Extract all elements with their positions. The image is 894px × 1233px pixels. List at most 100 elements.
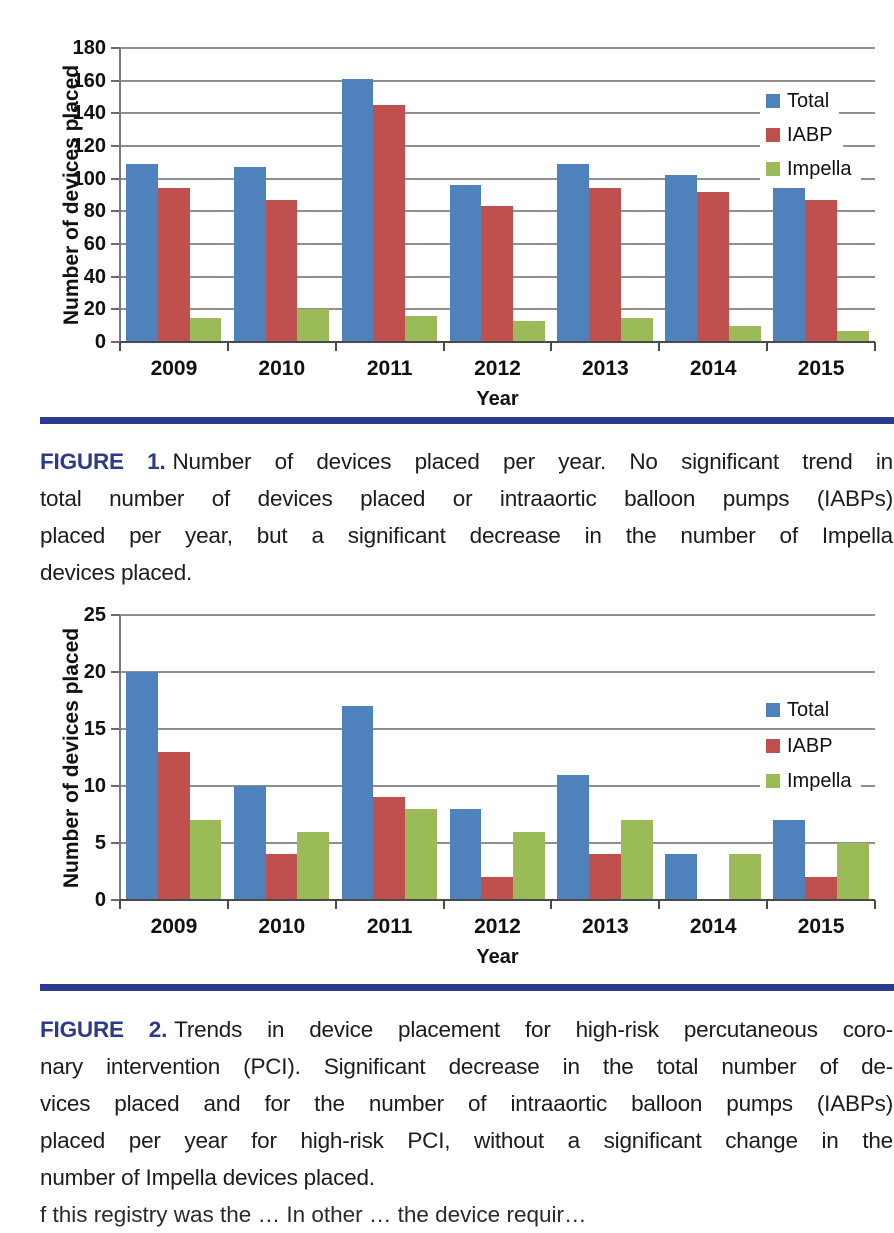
gridline-180	[120, 47, 875, 49]
gridline-15	[120, 728, 875, 730]
caption-line: nary intervention (PCI). Significant dec…	[40, 1054, 893, 1079]
y-axis-tick	[111, 243, 120, 245]
legend-swatch-iabp	[766, 128, 780, 142]
bar-iabp-2012	[481, 206, 514, 342]
y-axis-tick	[111, 671, 120, 673]
bar-total-2011	[341, 706, 374, 900]
y-tick-label: 15	[83, 718, 106, 740]
legend-label-iabp: IABP	[787, 123, 833, 146]
bar-total-2013	[557, 774, 590, 900]
x-axis-tick	[550, 900, 553, 909]
y-axis-tick	[111, 145, 120, 147]
y-tick-label: 0	[94, 889, 106, 911]
bar-impella-2015	[836, 843, 869, 900]
bar-total-2010	[233, 167, 266, 342]
bar-total-2009	[125, 672, 158, 900]
bar-iabp-2010	[265, 854, 298, 900]
y-tick-label: 180	[72, 37, 106, 59]
y-tick-label: 10	[83, 775, 106, 797]
caption-line: total number of devices placed or intraa…	[40, 486, 893, 511]
gridline-140	[120, 112, 875, 115]
bar-iabp-2014	[697, 191, 729, 342]
legend-label-impella: Impella	[787, 769, 852, 792]
bar-impella-2013	[620, 820, 653, 900]
x-tick-label-2009: 2009	[150, 357, 198, 380]
y-tick-label: 25	[83, 604, 106, 626]
y-tick-label: 40	[83, 265, 106, 288]
caption-line: placed per year, but a significant decre…	[40, 523, 893, 548]
y-tick-label: 20	[83, 661, 106, 683]
x-tick-label-2009: 2009	[150, 915, 198, 938]
legend-item-iabp: IABP	[760, 732, 843, 760]
x-tick-label-2010: 2010	[258, 915, 306, 938]
y-axis-tick	[111, 210, 120, 213]
legend-swatch-iabp	[766, 739, 780, 753]
y-tick-label: 100	[72, 167, 106, 190]
bar-iabp-2011	[373, 105, 406, 342]
gridline-120	[120, 145, 875, 147]
y-axis-tick	[111, 112, 120, 115]
x-axis-tick	[226, 900, 229, 909]
bar-total-2012	[449, 808, 482, 900]
legend-label-impella: Impella	[787, 157, 852, 180]
y-tick-label: 60	[83, 233, 106, 255]
bar-total-2014	[665, 175, 698, 342]
x-axis-tick	[226, 342, 229, 351]
legend-item-impella: Impella	[760, 767, 862, 795]
x-tick-label-2010: 2010	[258, 357, 306, 380]
y-tick-label: 140	[72, 102, 106, 125]
legend-label-total: Total	[787, 698, 830, 721]
gridline-20	[120, 671, 875, 673]
x-tick-label-2012: 2012	[474, 915, 521, 938]
legend-swatch-impella	[766, 162, 780, 176]
caption-line: number of Impella devices placed.	[40, 1165, 375, 1190]
x-axis-tick	[119, 342, 121, 351]
bar-iabp-2015	[804, 877, 837, 900]
x-tick-label-2015: 2015	[797, 357, 845, 380]
bar-impella-2012	[513, 320, 545, 342]
x-axis-tick	[334, 900, 337, 909]
bar-impella-2011	[405, 808, 438, 900]
gridline-5	[120, 842, 875, 844]
caption-line: devices placed.	[40, 560, 193, 585]
y-axis-tick	[111, 177, 120, 180]
bar-impella-2010	[297, 309, 330, 342]
legend-label-total: Total	[787, 89, 830, 112]
legend-swatch-impella	[766, 774, 780, 788]
devices-placed-per-year-chart: 0 20 40 60 80 100 120 140 160 180 2009 2010 2011 2012…	[0, 0, 894, 410]
y-tick-label: 120	[72, 135, 106, 157]
clipped-body-text: f this registry was the … In other … the…	[40, 1202, 587, 1227]
y-tick-label: 160	[72, 69, 106, 92]
y-tick-label: 0	[94, 331, 106, 353]
legend-item-total: Total	[760, 696, 840, 724]
x-axis-title: Year	[476, 388, 519, 410]
bar-iabp-2010	[265, 199, 298, 342]
bar-total-2010	[233, 786, 266, 900]
y-axis-tick	[111, 47, 120, 49]
x-axis-tick	[658, 342, 661, 351]
y-axis-tick	[111, 899, 120, 901]
x-axis-tick	[550, 342, 553, 351]
figure-2-caption: FIGURE 2. Trends in device placement for …	[40, 1011, 893, 1196]
bar-iabp-2011	[373, 797, 406, 900]
bar-total-2011	[341, 79, 374, 342]
x-axis-tick	[766, 342, 769, 351]
x-axis-tick	[442, 900, 445, 909]
y-axis-tick	[111, 79, 120, 82]
legend-swatch-total	[766, 94, 780, 108]
x-axis-tick	[874, 900, 876, 909]
bar-iabp-2009	[157, 188, 190, 342]
gridline-160	[120, 79, 875, 82]
bar-impella-2013	[620, 317, 653, 342]
x-axis-tick	[658, 900, 661, 909]
bar-impella-2010	[297, 831, 330, 900]
x-tick-label-2013: 2013	[581, 915, 629, 938]
y-axis-title: Number of devices placed	[60, 627, 83, 888]
x-axis-tick	[119, 900, 121, 909]
y-tick-label: 80	[83, 200, 106, 223]
x-tick-label-2014: 2014	[689, 357, 737, 380]
legend-swatch-total	[766, 703, 780, 717]
figure-1-caption: FIGURE 1. Number of devices placed per ye…	[40, 443, 893, 591]
figure-2-rule	[40, 984, 894, 991]
bar-impella-2009	[189, 820, 222, 900]
